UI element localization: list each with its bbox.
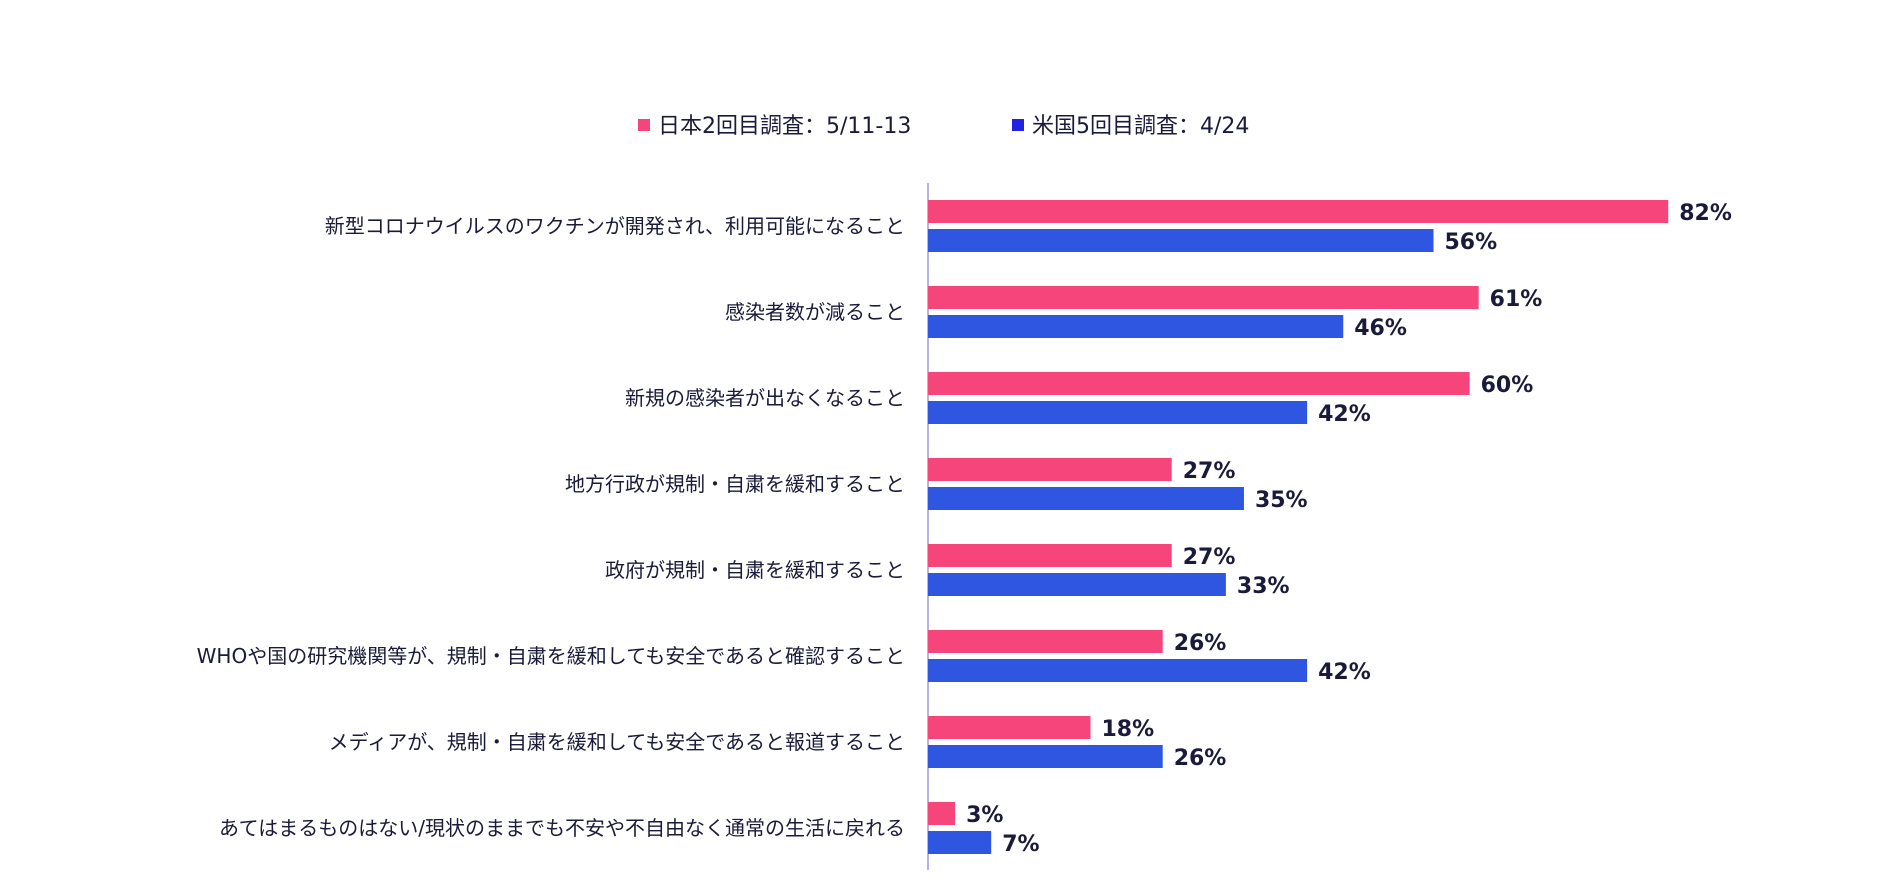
legend-marker-2 (1012, 119, 1024, 131)
category-label: 新規の感染者が出なくなること (625, 386, 905, 410)
value-label: 60% (1481, 373, 1534, 398)
value-label: 61% (1490, 287, 1543, 312)
category-label: 感染者数が減ること (725, 300, 905, 324)
bar-japan (928, 716, 1091, 739)
bar-us (928, 315, 1344, 338)
bar-japan (928, 200, 1669, 223)
value-label: 7% (1002, 832, 1039, 857)
value-label: 42% (1318, 402, 1371, 427)
bar-us (928, 831, 992, 854)
category-label: 政府が規制・自粛を緩和すること (605, 558, 905, 582)
legend-label-1: 日本2回目調査：5/11-13 (658, 114, 911, 139)
bar-us (928, 401, 1308, 424)
value-label: 42% (1318, 660, 1371, 685)
value-label: 26% (1174, 631, 1227, 656)
bar-japan (928, 286, 1479, 309)
value-label: 33% (1237, 574, 1290, 599)
category-label: 地方行政が規制・自粛を緩和すること (565, 472, 905, 496)
value-label: 18% (1101, 717, 1154, 742)
value-label: 46% (1354, 316, 1407, 341)
bar-us (928, 659, 1308, 682)
legend-marker-1 (638, 119, 650, 131)
bar-japan (928, 458, 1172, 481)
value-label: 82% (1679, 201, 1732, 226)
bar-us (928, 229, 1434, 252)
value-label: 26% (1174, 746, 1227, 771)
category-label: WHOや国の研究機関等が、規制・自粛を緩和しても安全であると確認すること (197, 644, 905, 668)
bar-japan (928, 802, 956, 825)
value-label: 35% (1255, 488, 1308, 513)
bar-us (928, 573, 1226, 596)
category-label: あてはまるものはない/現状のままでも不安や不自由なく通常の生活に戻れる (219, 816, 905, 840)
value-label: 27% (1183, 545, 1236, 570)
category-label: 新型コロナウイルスのワクチンが開発され、利用可能になること (325, 214, 905, 238)
bar-japan (928, 544, 1172, 567)
value-label: 56% (1445, 230, 1498, 255)
category-label: メディアが、規制・自粛を緩和しても安全であると報道すること (329, 730, 905, 754)
value-label: 3% (966, 803, 1003, 828)
legend-label-2: 米国5回目調査：4/24 (1032, 114, 1249, 139)
bar-us (928, 487, 1244, 510)
bar-japan (928, 630, 1163, 653)
bar-us (928, 745, 1163, 768)
bar-japan (928, 372, 1470, 395)
value-label: 27% (1183, 459, 1236, 484)
